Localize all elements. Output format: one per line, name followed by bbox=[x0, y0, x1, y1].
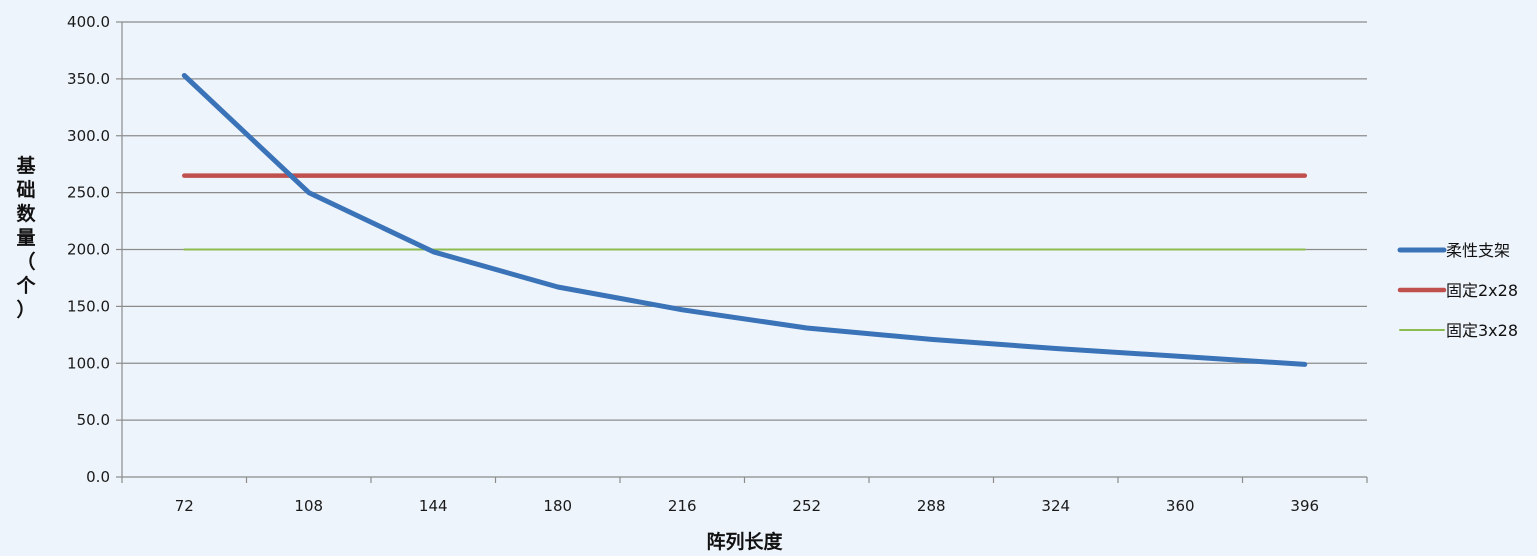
x-tick-label: 216 bbox=[668, 497, 697, 515]
x-tick-label: 144 bbox=[419, 497, 448, 515]
y-tick-label: 0.0 bbox=[86, 468, 110, 486]
legend-label: 固定3x28 bbox=[1446, 321, 1518, 340]
x-tick-label: 180 bbox=[543, 497, 572, 515]
tick-labels: 0.0 50.0 100.0 150.0 200.0 250.0 300.0 350.0 400… bbox=[67, 13, 1319, 515]
y-axis-title: 基础数量（个） bbox=[15, 154, 36, 321]
y-tick-label: 350.0 bbox=[67, 70, 110, 88]
y-tick-label: 100.0 bbox=[67, 354, 110, 372]
x-tick-label: 360 bbox=[1166, 497, 1195, 515]
series-lines bbox=[181, 73, 1308, 367]
gridlines bbox=[122, 21, 1367, 421]
series-line-1 bbox=[181, 73, 1308, 367]
y-tick-label: 300.0 bbox=[67, 127, 110, 145]
x-tick-label: 72 bbox=[175, 497, 194, 515]
x-tick-label: 108 bbox=[294, 497, 323, 515]
y-tick-label: 150.0 bbox=[67, 297, 110, 315]
y-tick-label: 250.0 bbox=[67, 184, 110, 202]
x-tick-label: 324 bbox=[1041, 497, 1070, 515]
y-tick-label: 200.0 bbox=[67, 241, 110, 259]
y-tick-label: 400.0 bbox=[67, 13, 110, 31]
axes bbox=[116, 21, 1368, 483]
x-tick-label: 252 bbox=[792, 497, 821, 515]
y-tick-label: 50.0 bbox=[77, 411, 110, 429]
x-tick-label: 288 bbox=[917, 497, 946, 515]
x-tick-label: 396 bbox=[1290, 497, 1319, 515]
legend-label: 柔性支架 bbox=[1446, 241, 1510, 260]
x-axis-title: 阵列长度 bbox=[706, 530, 783, 553]
legend-label: 固定2x28 bbox=[1446, 281, 1518, 300]
